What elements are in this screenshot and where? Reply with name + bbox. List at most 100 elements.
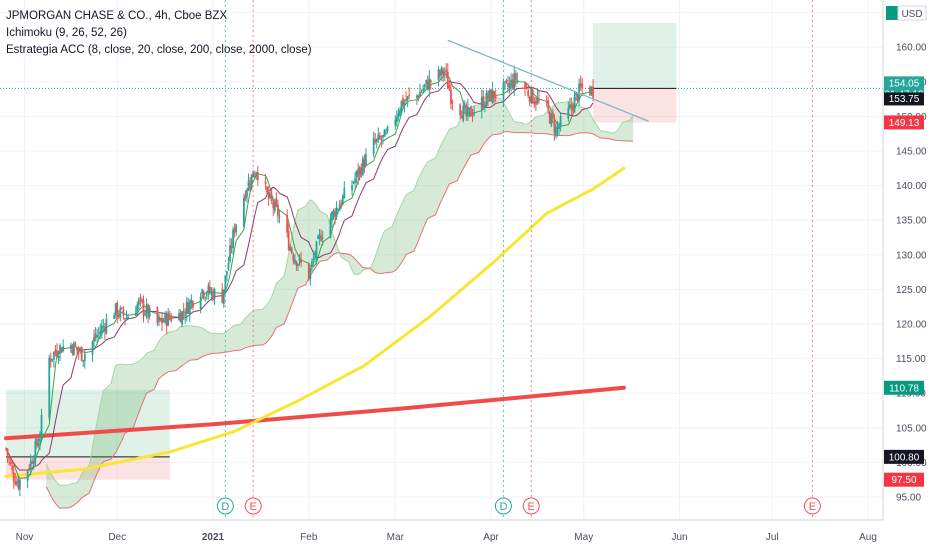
kijun-line	[5, 81, 594, 471]
candle-body	[185, 301, 188, 314]
candle-body	[167, 312, 170, 326]
candle-body	[119, 308, 122, 318]
candle-body	[351, 184, 353, 191]
candle-body	[178, 313, 180, 321]
candle-body	[553, 120, 556, 133]
candle-body	[253, 175, 256, 178]
candle-body	[429, 80, 432, 82]
candle-body	[533, 101, 536, 104]
candle-body	[448, 85, 451, 91]
candle-body	[524, 82, 526, 90]
candle-body	[233, 228, 236, 233]
legend-strategy[interactable]: Estrategia ACC (8, close, 20, close, 200…	[6, 44, 312, 56]
candle-body	[59, 345, 61, 355]
price-badge-text: 149.13	[889, 118, 920, 129]
candle-body	[14, 481, 17, 485]
candle-body	[247, 180, 250, 191]
candle-body	[229, 245, 231, 262]
candle-body	[547, 100, 550, 110]
candle-body	[466, 106, 469, 117]
price-badge	[884, 449, 924, 464]
candle-body	[289, 247, 292, 251]
cloud-span-a	[45, 95, 634, 486]
x-tick-label: May	[574, 532, 593, 543]
candle-body	[383, 130, 386, 137]
candle-body	[442, 69, 445, 75]
legend-symbol[interactable]: JPMORGAN CHASE & CO., 4h, Cboe BZX	[6, 10, 228, 22]
x-tick-label: Aug	[859, 532, 877, 543]
price-badge	[884, 472, 924, 487]
y-tick-label: 140.00	[896, 181, 927, 192]
candle-body	[320, 236, 323, 241]
candle-body	[460, 116, 463, 119]
candle-body	[382, 135, 384, 138]
candle-body	[144, 313, 146, 316]
candle-body	[32, 460, 35, 465]
candle-body	[446, 71, 449, 88]
candle-body	[318, 234, 321, 238]
candle-body	[116, 302, 119, 318]
position-target-zone	[6, 389, 170, 457]
candle-body	[423, 84, 426, 87]
y-tick-label: 160.00	[896, 43, 927, 54]
candle-body	[96, 335, 99, 337]
candle-body	[9, 461, 12, 465]
candle-body	[232, 229, 234, 249]
candle-body	[91, 341, 94, 355]
trend-line[interactable]	[447, 39, 649, 122]
candle-body	[244, 195, 247, 200]
x-tick-label: 2021	[202, 532, 225, 543]
candle-body	[550, 113, 553, 126]
candle-body	[378, 135, 381, 139]
ma-2000-line	[4, 385, 626, 441]
candle-body	[34, 441, 37, 462]
candle-body	[79, 348, 82, 352]
candle-body	[35, 439, 38, 445]
candle-body	[199, 296, 202, 309]
candle-body	[459, 104, 462, 116]
event-label: E	[249, 501, 256, 513]
candle-body	[450, 89, 452, 104]
y-tick-label: 135.00	[896, 216, 927, 227]
candle-body	[493, 91, 496, 98]
candle-body	[205, 294, 208, 296]
candle-body	[372, 138, 375, 154]
candle-body	[482, 96, 485, 109]
candle-body	[332, 210, 335, 215]
candle-body	[15, 481, 18, 484]
x-tick-label: Feb	[300, 532, 318, 543]
event-label: D	[221, 501, 229, 513]
candle-body	[480, 97, 483, 111]
x-tick-label: Jul	[766, 532, 779, 543]
candle-body	[511, 80, 514, 88]
candle-body	[40, 414, 43, 437]
trend-line-segment	[447, 39, 649, 122]
candle-body	[468, 107, 471, 110]
candle-body	[120, 307, 123, 309]
price-badge-text: 110.78	[889, 383, 919, 394]
candle-body	[192, 301, 194, 308]
candle-body	[134, 312, 137, 316]
candle-body	[374, 139, 377, 143]
candle-body	[514, 73, 517, 80]
event-label: E	[528, 501, 535, 513]
candle-body	[272, 202, 275, 209]
candle-body	[71, 345, 74, 354]
candle-body	[483, 106, 486, 108]
candle-body	[246, 189, 248, 197]
legend-ichimoku[interactable]: Ichimoku (9, 26, 52, 26)	[6, 27, 127, 39]
candle-body	[179, 313, 182, 323]
candle-body	[360, 167, 363, 176]
candle-body	[357, 168, 360, 177]
candle-body	[508, 83, 511, 89]
candle-body	[148, 307, 151, 317]
candle-body	[377, 134, 380, 140]
candle-body	[276, 204, 279, 216]
candle-body	[235, 224, 238, 232]
candle-body	[156, 307, 159, 324]
candle-body	[510, 79, 513, 86]
candle-body	[312, 258, 315, 261]
y-tick-label: 115.00	[896, 354, 926, 365]
